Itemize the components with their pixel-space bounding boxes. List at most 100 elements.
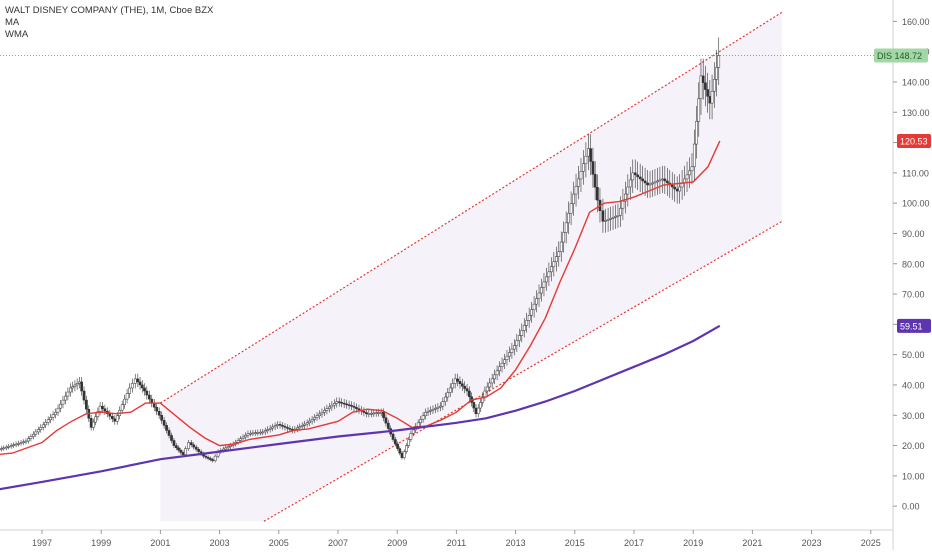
candle-body xyxy=(192,444,196,448)
candle-body xyxy=(66,391,70,397)
candle-body xyxy=(636,174,640,178)
series-line-ma[interactable] xyxy=(0,140,721,456)
candle-body xyxy=(103,408,107,412)
y-tick-label: 130.00 xyxy=(902,108,930,118)
candle-body xyxy=(485,386,489,392)
candle-body xyxy=(177,447,180,451)
wma-value-tag-bg xyxy=(897,318,931,333)
candle-body xyxy=(619,207,622,216)
candle-body xyxy=(17,443,20,445)
candle-body xyxy=(448,387,452,393)
candle-body xyxy=(379,411,383,414)
candle-body xyxy=(54,411,57,415)
candle-body xyxy=(532,303,536,310)
candle-body xyxy=(483,390,487,397)
candle-body xyxy=(500,362,504,368)
candle-body xyxy=(172,440,176,446)
candle-body xyxy=(14,443,18,446)
candle-body xyxy=(318,413,321,417)
candle-body xyxy=(89,418,93,428)
candle-body xyxy=(147,394,151,400)
candle-body xyxy=(73,384,77,387)
candle-body xyxy=(85,399,88,410)
candle-body xyxy=(453,378,457,384)
y-tick-label: 50.00 xyxy=(902,350,925,360)
candle-body xyxy=(554,256,558,262)
candle-body xyxy=(300,425,304,427)
candle-body xyxy=(325,408,329,411)
y-tick-label: 110.00 xyxy=(902,168,929,178)
candle-body xyxy=(614,216,617,218)
channel-fill xyxy=(160,12,782,522)
candle-body xyxy=(113,418,117,422)
y-tick-label: 40.00 xyxy=(902,380,925,390)
candle-body xyxy=(495,370,499,376)
candle-body xyxy=(59,403,62,409)
candle-body xyxy=(641,178,644,182)
candle-body xyxy=(685,174,689,180)
series-line-wma[interactable] xyxy=(0,324,721,491)
candle-body xyxy=(510,348,514,353)
candle-body xyxy=(535,298,538,305)
candle-body xyxy=(78,381,81,384)
candle-body xyxy=(295,427,299,430)
candle-body xyxy=(268,427,272,430)
candle-body xyxy=(96,411,100,418)
candle-body xyxy=(688,170,691,176)
candle-body xyxy=(332,403,336,406)
candle-body xyxy=(367,413,371,415)
candle-body xyxy=(572,193,575,204)
candle-body xyxy=(426,410,430,413)
y-tick-label: 90.00 xyxy=(902,229,925,239)
candle-body xyxy=(278,424,282,426)
candle-body xyxy=(695,121,698,145)
candle-body xyxy=(593,174,597,188)
candle-body xyxy=(579,171,583,180)
legend-wma[interactable]: WMA xyxy=(5,29,29,40)
candle-body xyxy=(396,443,399,449)
candle-body xyxy=(254,432,257,434)
candle-body xyxy=(421,415,425,420)
candle-body xyxy=(80,381,84,392)
candle-body xyxy=(209,458,212,460)
candle-body xyxy=(692,143,696,168)
y-tick-label: 100.00 xyxy=(902,199,930,209)
candle-body xyxy=(631,172,635,181)
candle-body xyxy=(64,395,67,401)
candle-body xyxy=(434,407,437,410)
candle-body xyxy=(155,406,159,412)
candle-body xyxy=(206,457,210,459)
candle-body xyxy=(92,421,95,428)
candle-body xyxy=(32,433,35,437)
candle-body xyxy=(128,387,131,394)
candle-body xyxy=(562,232,566,243)
x-tick-label: 2003 xyxy=(210,538,230,548)
candle-body xyxy=(591,161,595,175)
candle-body xyxy=(61,399,65,405)
y-tick-label: 70.00 xyxy=(902,290,925,300)
candle-body xyxy=(606,219,610,221)
candle-body xyxy=(2,447,6,450)
candle-body xyxy=(550,266,553,273)
y-tick-label: 10.00 xyxy=(902,471,925,481)
candle-body xyxy=(604,220,607,222)
candle-body xyxy=(140,384,144,389)
candle-body xyxy=(699,75,703,99)
candle-body xyxy=(94,416,98,423)
x-tick-label: 2001 xyxy=(150,538,170,548)
candle-body xyxy=(386,422,390,429)
candle-body xyxy=(133,378,137,384)
candle-body xyxy=(143,387,146,392)
candle-body xyxy=(189,442,193,446)
candle-body xyxy=(162,420,166,426)
candle-body xyxy=(323,410,326,413)
candle-body xyxy=(308,420,311,424)
y-tick-label: 140.00 xyxy=(902,77,930,87)
candle-body xyxy=(179,449,183,453)
candle-body xyxy=(520,330,524,336)
candle-body xyxy=(530,309,533,316)
legend-ma[interactable]: MA xyxy=(5,17,20,28)
candle-body xyxy=(125,393,129,400)
